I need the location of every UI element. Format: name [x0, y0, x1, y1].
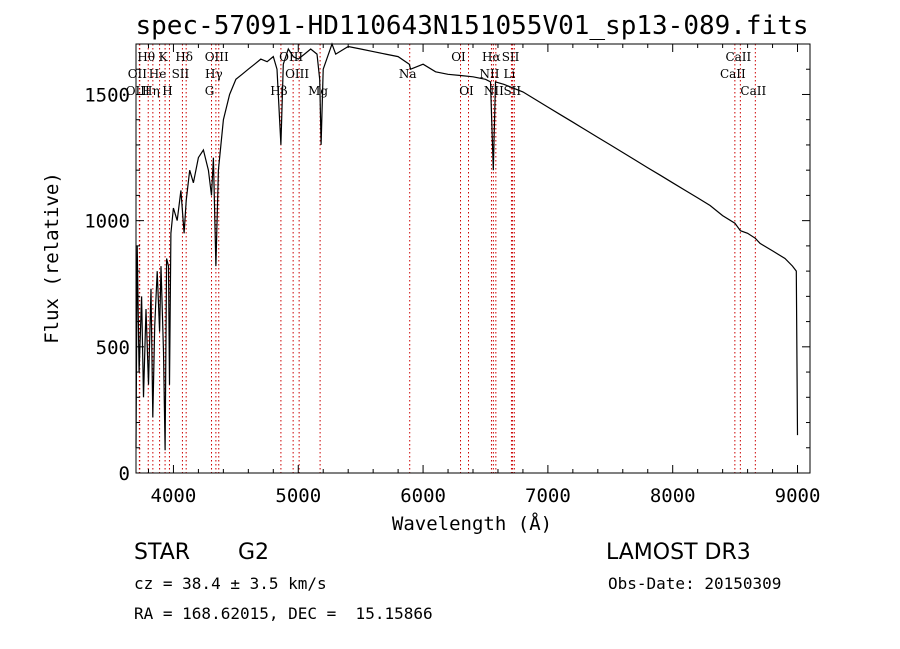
y-tick-label: 500 [96, 337, 130, 359]
line-marker-label: Li [504, 67, 516, 81]
line-marker-label: He [149, 67, 167, 81]
x-axis-ticks: 4000 5000 6000 7000 8000 9000 [147, 44, 821, 507]
line-marker-label: Hγ [205, 67, 223, 81]
line-marker-layer [138, 44, 756, 473]
y-tick-label: 1000 [84, 211, 130, 233]
chart-title: spec-57091-HD110643N151055V01_sp13-089.f… [135, 11, 808, 41]
line-marker-label: OII [128, 67, 148, 81]
x-tick-label: 6000 [400, 485, 446, 507]
line-marker-label: K [159, 50, 169, 64]
line-marker-label: Mg [308, 84, 328, 98]
spectrum-line [135, 42, 799, 451]
y-axis-ticks: 0 500 1000 1500 [84, 43, 810, 485]
line-marker-label: SII [172, 67, 190, 81]
line-marker-label: Hθ [137, 50, 155, 64]
line-marker-label: OI [459, 84, 474, 98]
x-tick-label: 7000 [525, 485, 571, 507]
object-type: STAR [134, 540, 191, 565]
line-marker-label: H [162, 84, 172, 98]
line-marker-label: SII [502, 50, 520, 64]
x-tick-label: 5000 [275, 485, 321, 507]
line-marker-label: CaII [725, 50, 751, 64]
coordinates-readout: RA = 168.62015, DEC = 15.15866 [134, 604, 433, 623]
redshift-readout: cz = 38.4 ± 3.5 km/s [134, 574, 327, 593]
line-marker-label: Hη [142, 84, 160, 98]
line-marker-label: SII [503, 84, 521, 98]
line-marker-label: OI [451, 50, 466, 64]
x-tick-label: 9000 [775, 485, 821, 507]
line-marker-label: CaII [740, 84, 766, 98]
y-tick-label: 0 [119, 463, 130, 485]
line-marker-label: OIII [285, 67, 309, 81]
line-marker-label: Hα [482, 50, 501, 64]
x-tick-label: 8000 [650, 485, 696, 507]
observation-date: Obs-Date: 20150309 [608, 574, 782, 593]
y-tick-label: 1500 [84, 84, 130, 106]
spectral-subclass: G2 [238, 540, 270, 565]
line-marker-label: Hδ [175, 50, 193, 64]
y-axis-label: Flux (relative) [41, 172, 63, 344]
survey-name: LAMOST DR3 [606, 540, 751, 565]
line-marker-label: OIII [279, 50, 303, 64]
x-axis-label: Wavelength (Å) [392, 512, 552, 535]
plot-frame [135, 43, 811, 474]
line-marker-label: Hβ [270, 84, 287, 98]
line-marker-label: OIII [205, 50, 229, 64]
line-marker-label: Na [399, 67, 417, 81]
line-marker-label: NII [479, 67, 499, 81]
line-marker-label: CaII [720, 67, 746, 81]
line-marker-label: G [205, 84, 215, 98]
line-marker-label: NII [484, 84, 504, 98]
x-tick-label: 4000 [151, 485, 197, 507]
